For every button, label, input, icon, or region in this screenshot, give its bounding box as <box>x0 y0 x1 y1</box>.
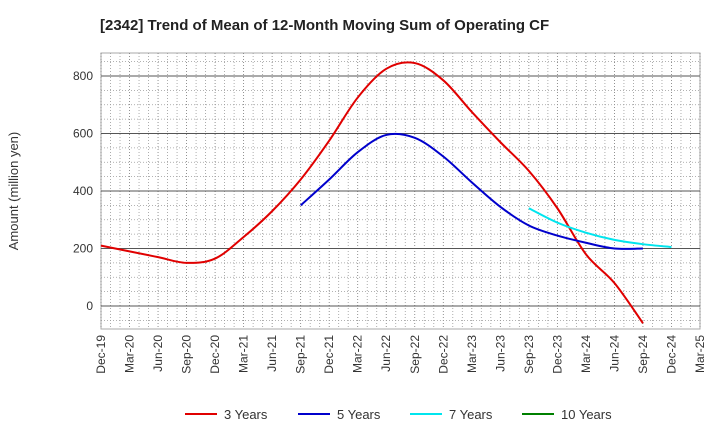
x-tick-label: Jun-22 <box>379 335 393 372</box>
x-tick-label: Jun-21 <box>265 335 279 372</box>
x-tick-label: Jun-24 <box>607 335 621 372</box>
y-axis-ticks: 0 200 400 600 800 <box>73 69 93 313</box>
legend-label-5-years: 5 Years <box>337 407 381 422</box>
x-tick-label: Mar-25 <box>693 335 707 373</box>
x-tick-label: Sep-21 <box>294 335 308 374</box>
y-tick-label: 0 <box>86 299 93 313</box>
grid <box>100 53 701 329</box>
x-tick-label: Jun-23 <box>493 335 507 372</box>
x-tick-label: Dec-20 <box>208 335 222 374</box>
legend-label-3-years: 3 Years <box>224 407 268 422</box>
legend-label-7-years: 7 Years <box>449 407 493 422</box>
legend-label-10-years: 10 Years <box>561 407 612 422</box>
x-tick-label: Dec-19 <box>94 335 108 374</box>
series-line-7-years <box>528 207 672 249</box>
y-tick-label: 600 <box>73 127 93 141</box>
x-tick-label: Dec-22 <box>436 335 450 374</box>
x-tick-label: Dec-24 <box>664 335 678 374</box>
x-tick-label: Mar-21 <box>237 335 251 373</box>
series-line-5-years <box>299 132 643 250</box>
series-group <box>100 61 672 324</box>
x-tick-label: Mar-22 <box>351 335 365 373</box>
series-line-3-years <box>100 61 644 324</box>
y-tick-label: 400 <box>73 184 93 198</box>
x-tick-label: Sep-20 <box>180 335 194 374</box>
y-tick-label: 800 <box>73 69 93 83</box>
x-tick-label: Mar-23 <box>465 335 479 373</box>
x-tick-label: Dec-23 <box>550 335 564 374</box>
x-tick-label: Jun-20 <box>151 335 165 372</box>
x-tick-label: Dec-21 <box>322 335 336 374</box>
legend: 3 Years 5 Years 7 Years 10 Years <box>185 407 612 422</box>
x-axis-ticks: Dec-19 Mar-20 Jun-20 Sep-20 Dec-20 Mar-21 Jun-… <box>94 335 707 374</box>
x-tick-label: Sep-24 <box>636 335 650 374</box>
x-tick-label: Sep-23 <box>522 335 536 374</box>
y-tick-label: 200 <box>73 242 93 256</box>
x-tick-label: Sep-22 <box>408 335 422 374</box>
y-axis-label: Amount (million yen) <box>6 132 21 251</box>
chart-title: [2342] Trend of Mean of 12-Month Moving … <box>100 17 549 34</box>
x-tick-label: Mar-24 <box>579 335 593 373</box>
x-tick-label: Mar-20 <box>123 335 137 373</box>
